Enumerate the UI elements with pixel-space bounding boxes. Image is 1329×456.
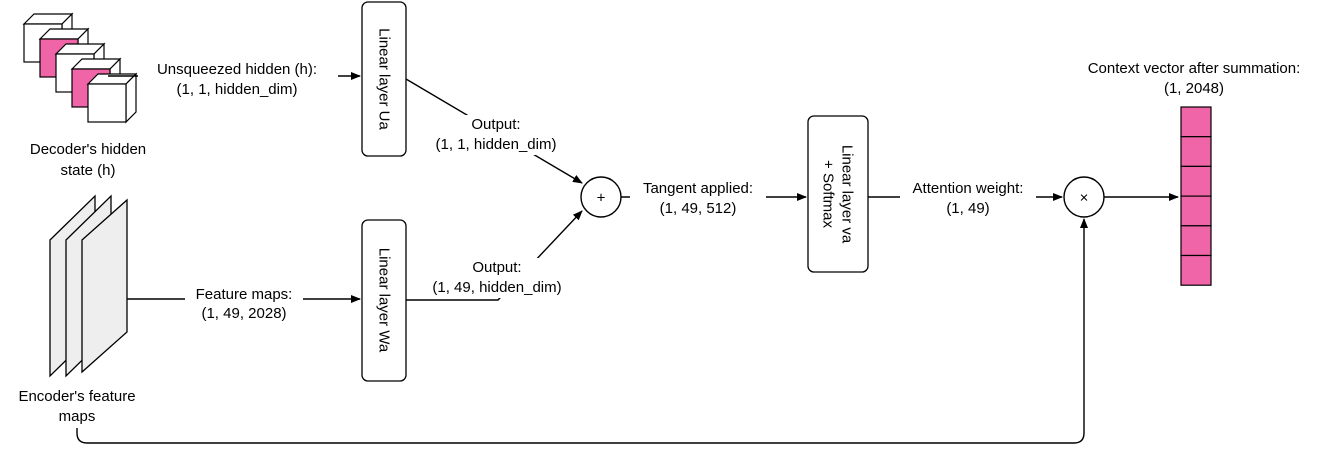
cube-front (87, 83, 127, 123)
linear-layer-va-box (807, 115, 869, 273)
context-title-line2: (1, 2048) (1164, 80, 1224, 97)
va-output-line2: (1, 49) (946, 200, 989, 217)
va-output-line1: Attention weight: (913, 180, 1024, 197)
ua-output-line1: Output: (471, 116, 520, 133)
linear-layer-wa-label: Linear layer Wa (376, 248, 393, 353)
ua-output-line2: (1, 1, hidden_dim) (436, 136, 557, 153)
encoder-feature-maps-icon (49, 194, 128, 378)
wa-output-line1: Output: (472, 259, 521, 276)
context-title-line1: Context vector after summation: (1088, 60, 1301, 77)
linear-layer-ua-label: Linear layer Ua (376, 28, 393, 130)
context-vector-cell (1180, 106, 1212, 138)
add-symbol: + (597, 190, 606, 207)
encoder-edge-label-line2: (1, 49, 2028) (201, 305, 286, 322)
linear-layer-va-label-line2: + Softmax (820, 160, 837, 228)
encoder-caption-line2: maps (59, 408, 96, 425)
context-vector-cell (1180, 136, 1212, 167)
context-vector-cell (1180, 195, 1212, 227)
linear-layer-va-label-line1: Linear layer va (839, 145, 856, 244)
decoder-edge-label-line1: Unsqueezed hidden (h): (157, 61, 317, 78)
context-vector-cell (1180, 254, 1212, 286)
edge-wa-to-add (406, 210, 583, 301)
context-vector-cell (1180, 165, 1212, 197)
decoder-hidden-state-icon (22, 12, 138, 124)
context-vector-cell (1180, 225, 1212, 257)
decoder-edge-label-line2: (1, 1, hidden_dim) (177, 81, 298, 98)
add-output-line1: Tangent applied: (643, 180, 753, 197)
add-output-line2: (1, 49, 512) (660, 200, 737, 217)
context-vector (1180, 106, 1212, 286)
edge-encoder-to-multiply (76, 218, 1088, 444)
multiply-symbol: × (1080, 190, 1089, 207)
encoder-caption-line1: Encoder's feature (18, 388, 135, 405)
decoder-caption-line2: state (h) (60, 162, 115, 179)
wa-output-line2: (1, 49, hidden_dim) (432, 279, 561, 296)
decoder-caption-line1: Decoder's hidden (30, 141, 146, 158)
encoder-edge-label-line1: Feature maps: (196, 286, 293, 303)
